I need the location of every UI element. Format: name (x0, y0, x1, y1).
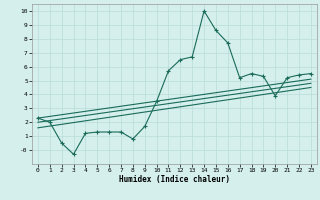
X-axis label: Humidex (Indice chaleur): Humidex (Indice chaleur) (119, 175, 230, 184)
